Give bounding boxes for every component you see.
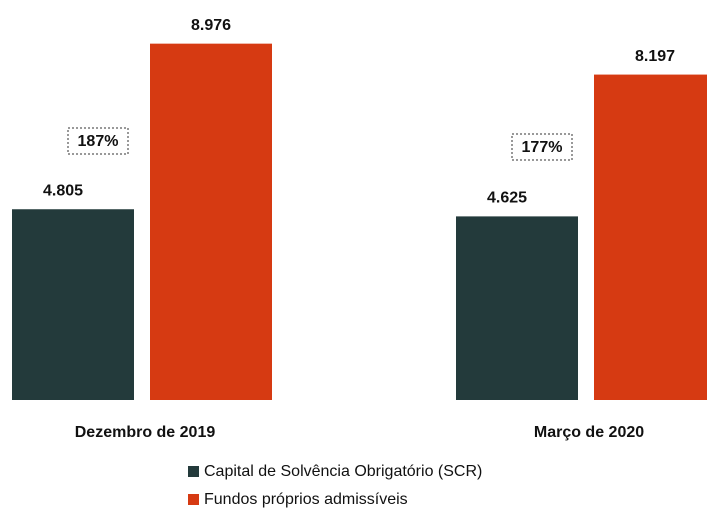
- bar: [150, 43, 272, 400]
- legend-swatch: [188, 494, 199, 505]
- bar: [594, 74, 707, 400]
- x-tick-label: Dezembro de 2019: [75, 424, 216, 441]
- bar: [456, 216, 578, 400]
- legend-swatch: [188, 466, 199, 477]
- data-label: 4.805: [43, 182, 83, 199]
- annotation: 187%: [78, 133, 119, 150]
- data-label: 4.625: [487, 190, 527, 207]
- annotation-box: [511, 133, 573, 161]
- legend-label: Fundos próprios admissíveis: [204, 491, 408, 508]
- legend-label: Capital de Solvência Obrigatório (SCR): [204, 463, 482, 480]
- bar: [12, 209, 134, 400]
- x-tick-label: Março de 2020: [534, 424, 644, 441]
- annotation-box: [67, 127, 129, 155]
- data-label: 8.976: [191, 17, 231, 34]
- data-label: 8.197: [635, 48, 675, 65]
- annotation: 177%: [522, 139, 563, 156]
